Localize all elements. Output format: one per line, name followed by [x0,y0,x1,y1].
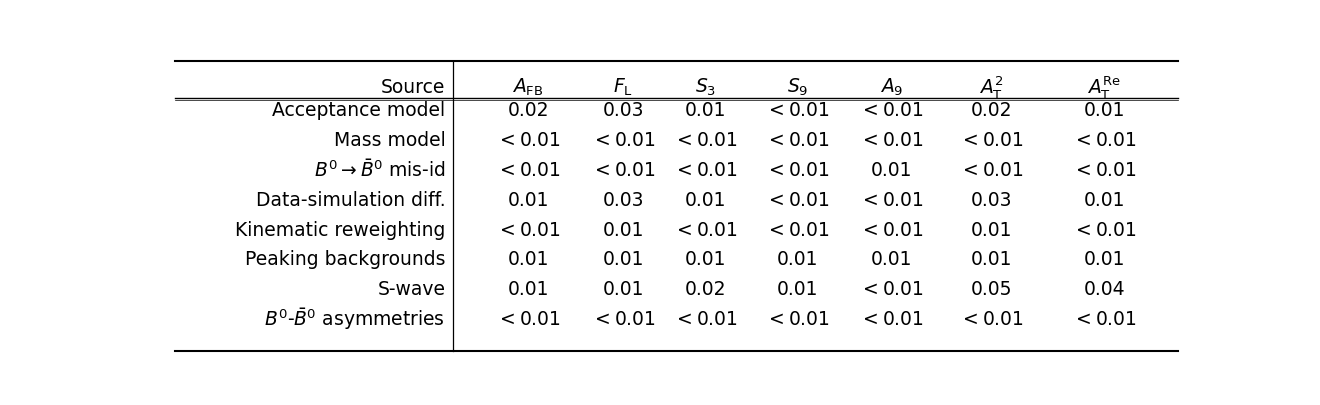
Text: 0.03: 0.03 [970,191,1012,210]
Text: 0.03: 0.03 [602,191,644,210]
Text: S-wave: S-wave [378,280,445,299]
Text: 0.01: 0.01 [684,191,726,210]
Text: $A_{\mathrm{T}}^{\mathrm{Re}}$: $A_{\mathrm{T}}^{\mathrm{Re}}$ [1088,74,1121,100]
Text: $< 0.01$: $< 0.01$ [673,161,738,180]
Text: $< 0.01$: $< 0.01$ [960,131,1024,150]
Text: 0.01: 0.01 [776,250,818,269]
Text: $< 0.01$: $< 0.01$ [673,221,738,240]
Text: $< 0.01$: $< 0.01$ [859,101,924,120]
Text: $< 0.01$: $< 0.01$ [591,131,656,150]
Text: $< 0.01$: $< 0.01$ [591,161,656,180]
Text: $A_{\mathrm{T}}^2$: $A_{\mathrm{T}}^2$ [979,74,1003,100]
Text: $< 0.01$: $< 0.01$ [496,221,561,240]
Text: 0.01: 0.01 [602,250,644,269]
Text: 0.03: 0.03 [602,101,644,120]
Text: Source: Source [381,78,445,97]
Text: Mass model: Mass model [334,131,445,150]
Text: $S_3$: $S_3$ [694,77,715,98]
Text: $< 0.01$: $< 0.01$ [1072,131,1137,150]
Text: 0.01: 0.01 [507,280,549,299]
Text: $< 0.01$: $< 0.01$ [859,221,924,240]
Text: 0.01: 0.01 [507,191,549,210]
Text: 0.01: 0.01 [507,250,549,269]
Text: Peaking backgrounds: Peaking backgrounds [244,250,445,269]
Text: $< 0.01$: $< 0.01$ [960,161,1024,180]
Text: $< 0.01$: $< 0.01$ [1072,161,1137,180]
Text: Data-simulation diff.: Data-simulation diff. [256,191,445,210]
Text: $B^0 \to \bar{B}^0$ mis-id: $B^0 \to \bar{B}^0$ mis-id [314,160,445,181]
Text: $S_9$: $S_9$ [787,77,808,98]
Text: 0.01: 0.01 [970,221,1012,240]
Text: $< 0.01$: $< 0.01$ [496,131,561,150]
Text: $B^0$-$\bar{B}^0$ asymmetries: $B^0$-$\bar{B}^0$ asymmetries [264,307,445,333]
Text: $< 0.01$: $< 0.01$ [859,310,924,329]
Text: 0.01: 0.01 [1084,191,1125,210]
Text: 0.01: 0.01 [602,221,644,240]
Text: $< 0.01$: $< 0.01$ [764,131,830,150]
Text: $< 0.01$: $< 0.01$ [764,310,830,329]
Text: 0.01: 0.01 [970,250,1012,269]
Text: 0.01: 0.01 [684,250,726,269]
Text: 0.02: 0.02 [970,101,1012,120]
Text: $< 0.01$: $< 0.01$ [859,191,924,210]
Text: 0.01: 0.01 [602,280,644,299]
Text: 0.01: 0.01 [871,250,912,269]
Text: $A_9$: $A_9$ [879,77,903,98]
Text: 0.01: 0.01 [684,101,726,120]
Text: 0.01: 0.01 [1084,250,1125,269]
Text: $< 0.01$: $< 0.01$ [764,221,830,240]
Text: $< 0.01$: $< 0.01$ [673,310,738,329]
Text: $< 0.01$: $< 0.01$ [859,131,924,150]
Text: Acceptance model: Acceptance model [272,101,445,120]
Text: 0.04: 0.04 [1084,280,1125,299]
Text: 0.01: 0.01 [1084,101,1125,120]
Text: $F_{\mathrm{L}}$: $F_{\mathrm{L}}$ [614,77,634,98]
Text: 0.02: 0.02 [684,280,726,299]
Text: $A_{\mathrm{FB}}$: $A_{\mathrm{FB}}$ [512,77,544,98]
Text: 0.05: 0.05 [970,280,1012,299]
Text: $< 0.01$: $< 0.01$ [1072,310,1137,329]
Text: $< 0.01$: $< 0.01$ [859,280,924,299]
Text: $< 0.01$: $< 0.01$ [496,310,561,329]
Text: Kinematic reweighting: Kinematic reweighting [235,221,445,240]
Text: $< 0.01$: $< 0.01$ [960,310,1024,329]
Text: $< 0.01$: $< 0.01$ [764,101,830,120]
Text: $< 0.01$: $< 0.01$ [764,191,830,210]
Text: $< 0.01$: $< 0.01$ [591,310,656,329]
Text: $< 0.01$: $< 0.01$ [1072,221,1137,240]
Text: $< 0.01$: $< 0.01$ [764,161,830,180]
Text: 0.01: 0.01 [871,161,912,180]
Text: 0.02: 0.02 [507,101,549,120]
Text: $< 0.01$: $< 0.01$ [496,161,561,180]
Text: 0.01: 0.01 [776,280,818,299]
Text: $< 0.01$: $< 0.01$ [673,131,738,150]
